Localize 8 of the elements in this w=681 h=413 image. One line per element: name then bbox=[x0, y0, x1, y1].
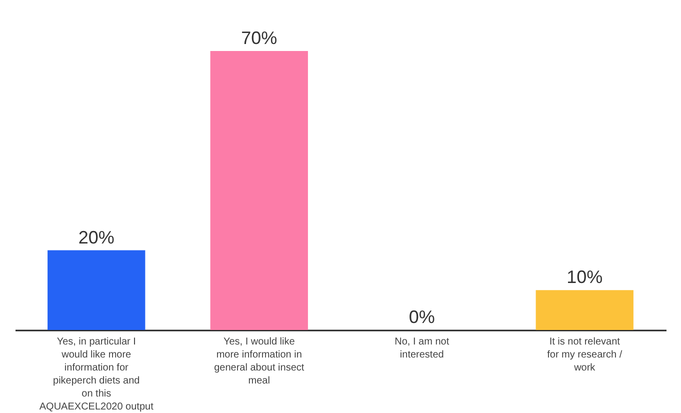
data-label: 20% bbox=[78, 227, 114, 248]
x-tick-label: No, I am not interested bbox=[394, 336, 450, 360]
x-tick-label: It is not relevant for my research / work bbox=[547, 336, 622, 374]
data-label: 70% bbox=[241, 28, 278, 48]
data-label: 0% bbox=[408, 307, 435, 327]
data-label: 10% bbox=[566, 267, 603, 288]
x-tick-label: Yes, in particular I would like more information for pikeperch diets and on this AQUAEXCEL2020 output bbox=[39, 336, 154, 412]
x-tick-label: Yes, I would like more information in general about insect meal bbox=[214, 336, 304, 386]
